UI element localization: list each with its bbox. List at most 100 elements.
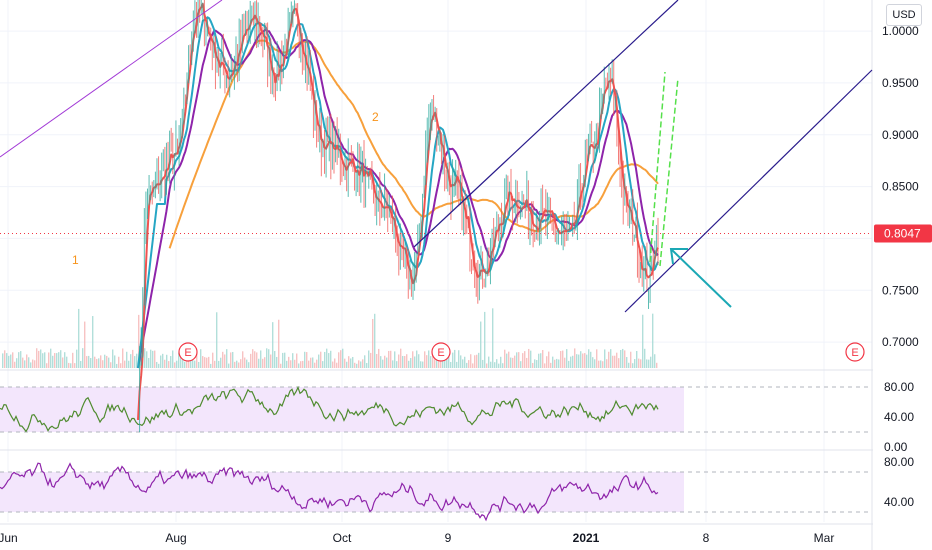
volume-bar	[92, 316, 94, 368]
volume-bar	[352, 356, 354, 368]
rsi-tick-label: 0.00	[884, 440, 908, 454]
volume-bar	[280, 363, 282, 368]
volume-bar	[542, 350, 544, 368]
volume-bar	[504, 349, 506, 368]
volume-bar	[58, 352, 60, 368]
volume-bar	[162, 353, 164, 368]
volume-bar	[552, 356, 554, 368]
volume-bar	[220, 357, 222, 368]
volume-bar	[394, 351, 396, 368]
oscillator-line	[0, 462, 659, 522]
volume-bar	[376, 353, 378, 368]
volume-bar	[438, 357, 440, 368]
volume-bar	[144, 348, 146, 368]
volume-bar	[472, 363, 474, 368]
rsi-band	[0, 387, 684, 432]
volume-bar	[550, 362, 552, 368]
volume-bar	[618, 358, 620, 368]
volume-bar	[82, 348, 84, 368]
volume-bar	[172, 350, 174, 368]
volume-bar	[156, 361, 158, 368]
volume-bar	[324, 351, 326, 368]
volume-bar	[402, 355, 404, 368]
time-tick-label: 2021	[573, 531, 600, 545]
volume-bar	[80, 360, 82, 368]
volume-bar	[28, 357, 30, 368]
volume-bar	[302, 360, 304, 368]
volume-bar	[210, 363, 212, 368]
volume-bar	[642, 314, 644, 368]
volume-bar	[548, 351, 550, 368]
volume-bar	[486, 363, 488, 368]
volume-bar	[230, 352, 232, 368]
volume-bar	[102, 360, 104, 368]
volume-bar	[316, 359, 318, 368]
volume-bar	[406, 354, 408, 368]
volume-bar	[312, 357, 314, 368]
currency-button[interactable]: USD	[886, 4, 922, 26]
volume-bar	[592, 357, 594, 368]
price-axis[interactable]: 1.00000.95000.90000.85000.80000.75000.70…	[873, 0, 932, 550]
volume-bar	[356, 363, 358, 368]
volume-bar	[240, 359, 242, 368]
volume-bar	[460, 355, 462, 368]
volume-bar	[336, 362, 338, 368]
volume-bar	[566, 349, 568, 368]
volume-bar	[114, 355, 116, 368]
volume-bar	[204, 357, 206, 368]
volume-bar	[126, 351, 128, 368]
volume-bar	[40, 349, 42, 368]
volume-bar	[544, 363, 546, 368]
volume-bar	[62, 357, 64, 368]
volume-bar	[192, 359, 194, 368]
price-tick-label: 0.8500	[882, 180, 919, 194]
volume-bar	[418, 354, 420, 368]
volume-bar	[652, 313, 654, 368]
volume-bar	[650, 356, 652, 368]
volume-bar	[408, 360, 410, 368]
volume-bar	[134, 356, 136, 368]
volume-bar	[330, 350, 332, 368]
volume-bar	[70, 363, 72, 368]
volume-bar	[152, 350, 154, 368]
volume-bar	[248, 362, 250, 368]
volume-bar	[448, 349, 450, 368]
volume-bar	[338, 352, 340, 368]
price-tick-label: 0.9000	[882, 128, 919, 142]
volume-bar	[250, 353, 252, 368]
volume-bar	[606, 359, 608, 368]
volume-bar	[616, 352, 618, 368]
volume-bar	[182, 352, 184, 368]
volume-bar	[158, 363, 160, 368]
volume-bar	[556, 358, 558, 368]
volume-bar	[420, 361, 422, 368]
volume-bar	[506, 353, 508, 368]
volume-bar	[470, 354, 472, 368]
rsi-line	[0, 385, 659, 433]
volume-bar	[46, 363, 48, 368]
volume-bar	[154, 350, 156, 368]
volume-bar	[128, 360, 130, 368]
volume-bar	[326, 348, 328, 368]
volume-bar	[546, 356, 548, 368]
volume-bar	[212, 352, 214, 368]
earnings-marker-label: E	[184, 347, 191, 359]
volume-bar	[382, 359, 384, 368]
volume-bar	[604, 349, 606, 368]
volume-bar	[148, 357, 150, 368]
last-price-tag	[874, 224, 932, 243]
volume-bar	[268, 349, 270, 368]
time-axis[interactable]: Jun Aug Oct 9 2021 8 Mar	[0, 531, 834, 545]
volume-bar	[168, 361, 170, 368]
drawing-tools	[0, 0, 873, 313]
volume-bar	[522, 353, 524, 368]
volume-bar	[430, 356, 432, 368]
volume-bar	[4, 350, 6, 368]
volume-bar	[284, 352, 286, 368]
volume-bar	[164, 359, 166, 368]
volume-bar	[436, 358, 438, 368]
time-tick-label: Jun	[0, 531, 18, 545]
volume-bar	[64, 352, 66, 368]
volume-bar	[594, 359, 596, 368]
